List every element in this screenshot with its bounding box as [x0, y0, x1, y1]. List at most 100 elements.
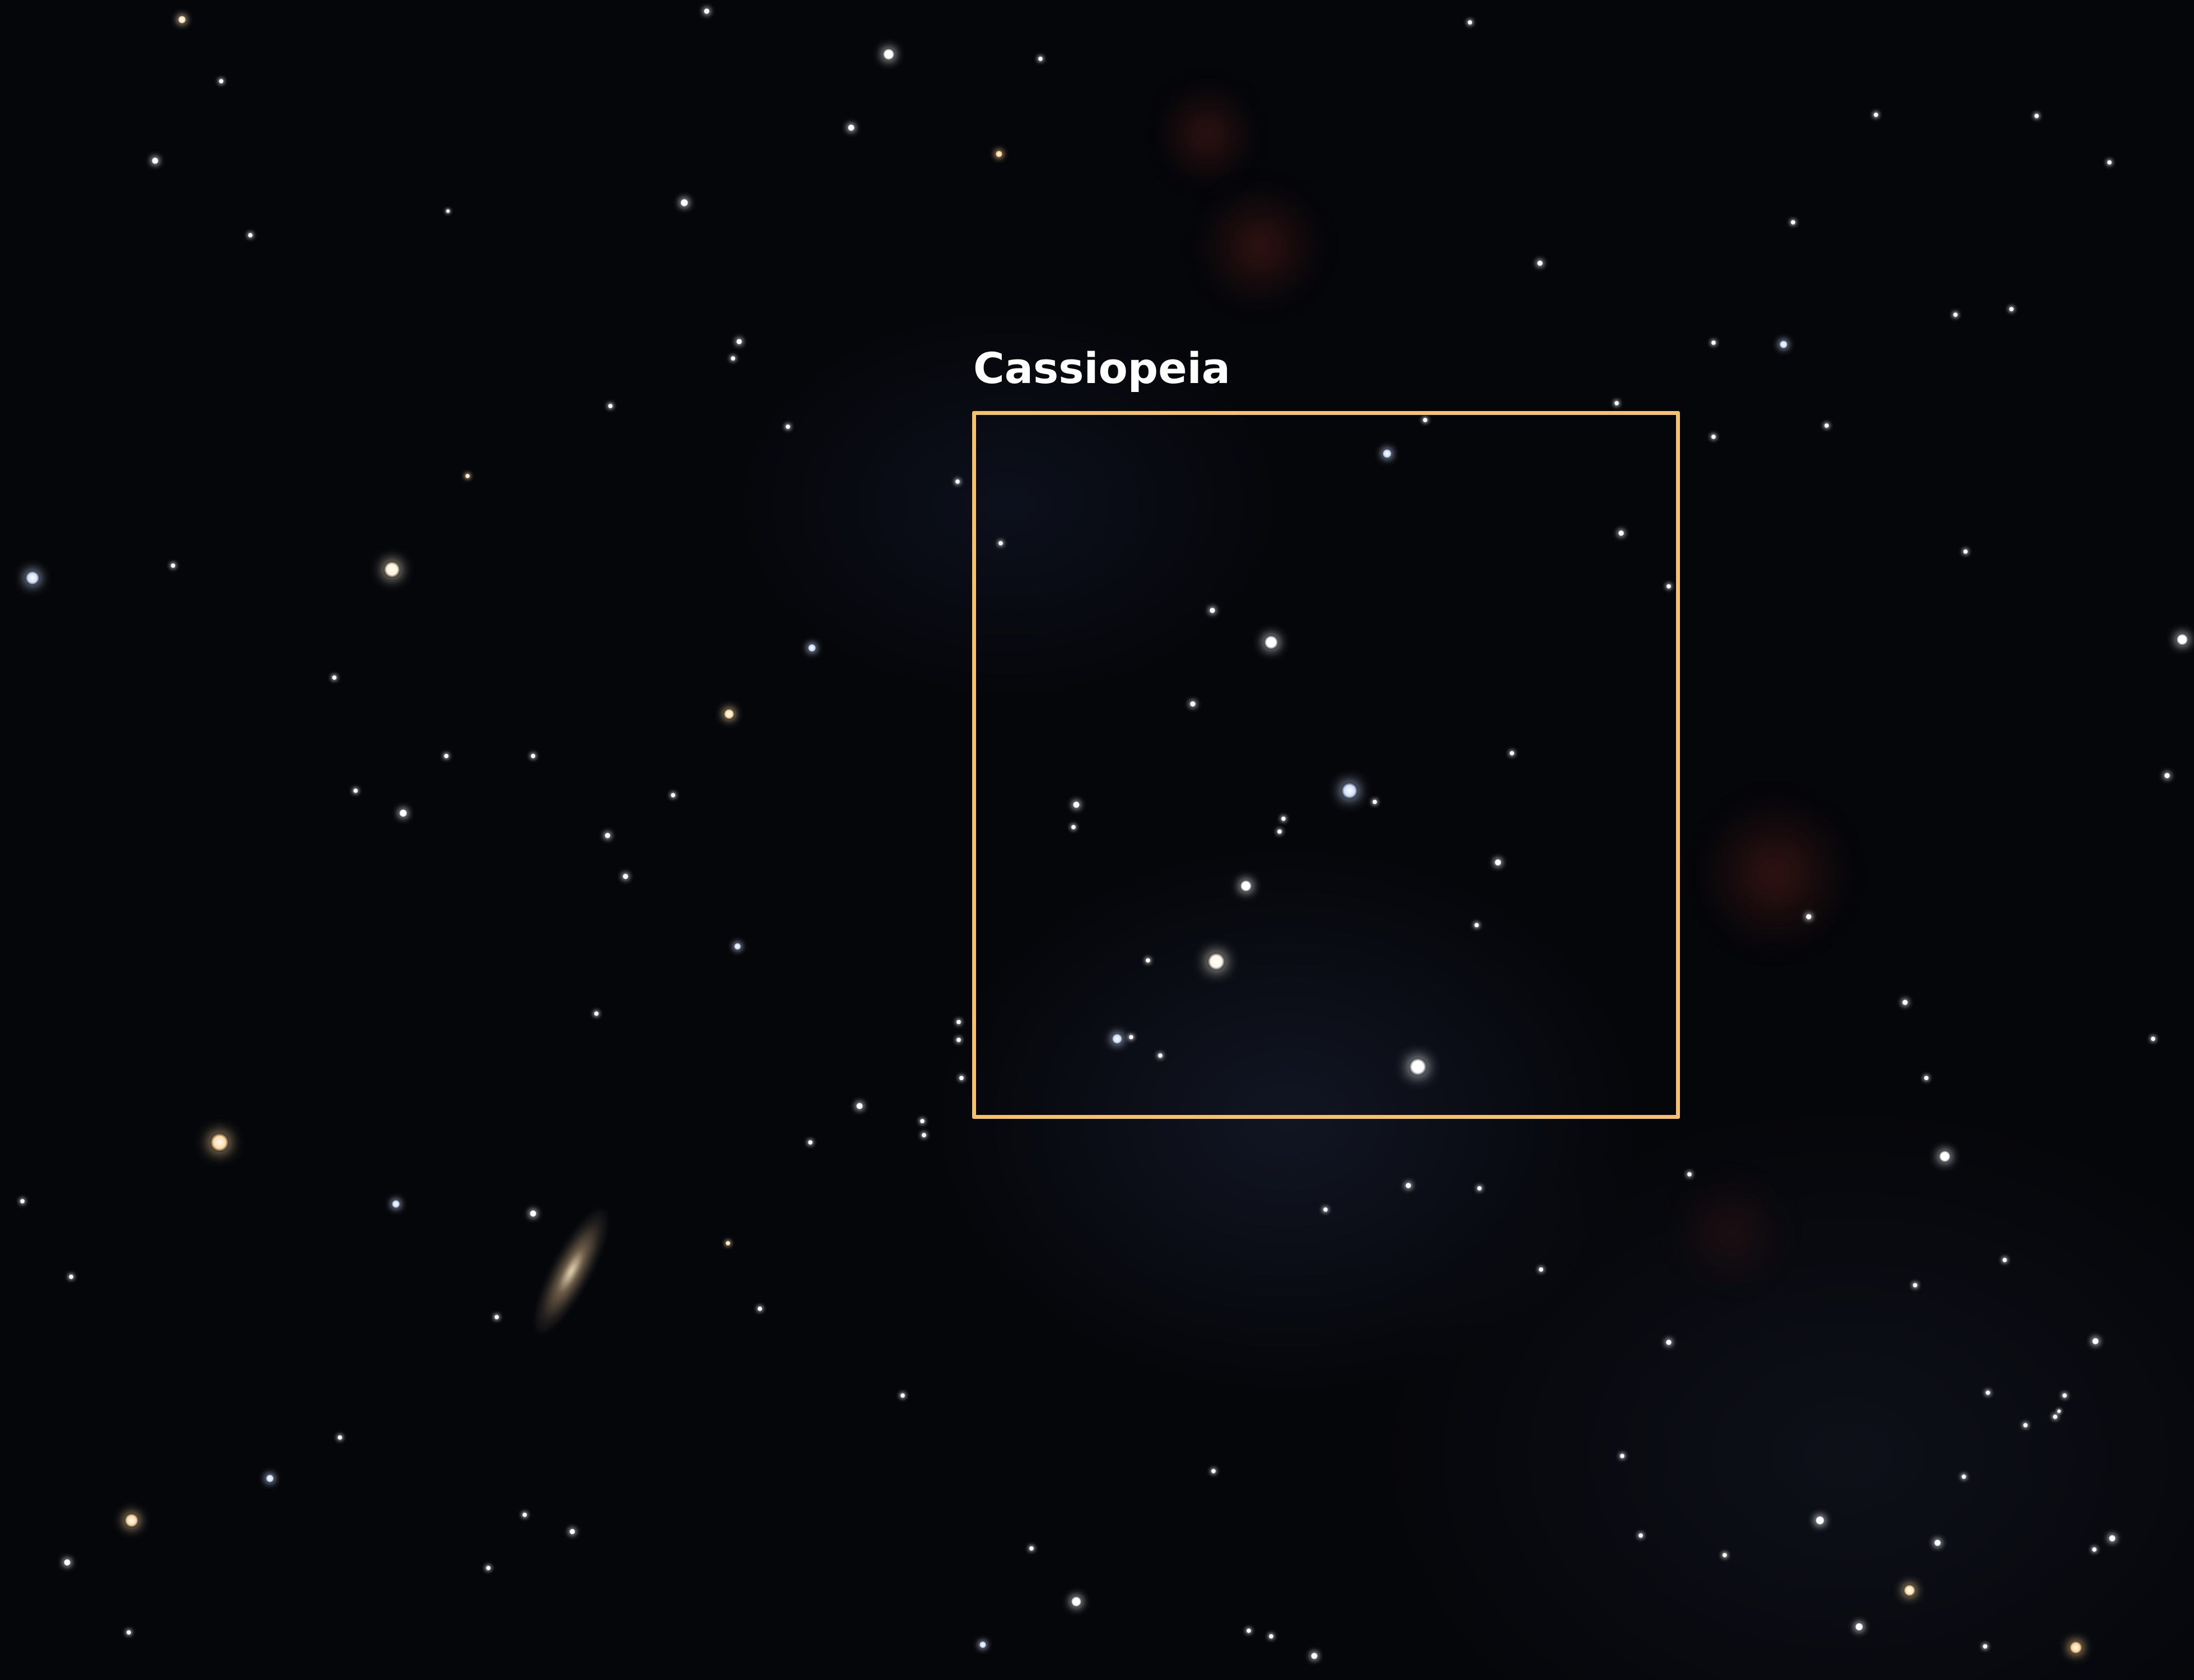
star	[1240, 880, 1252, 892]
star	[1281, 816, 1286, 822]
star	[1824, 423, 1829, 428]
star	[847, 124, 855, 132]
star	[1494, 858, 1502, 866]
star	[2023, 1422, 2028, 1428]
star	[2062, 1393, 2067, 1398]
star	[1873, 112, 1879, 118]
star	[734, 942, 741, 950]
star	[622, 873, 629, 880]
star	[1538, 1267, 1544, 1272]
star	[757, 1306, 763, 1312]
star	[1961, 1474, 1967, 1480]
star	[218, 78, 224, 84]
star	[170, 563, 176, 568]
star	[785, 424, 791, 430]
star	[1912, 1282, 1918, 1288]
star	[1268, 1634, 1274, 1639]
star	[1189, 701, 1196, 707]
star	[210, 1133, 229, 1152]
star	[807, 1140, 813, 1145]
star	[1409, 1058, 1427, 1076]
star	[124, 1513, 139, 1528]
star	[1985, 1390, 1991, 1396]
star	[594, 1011, 599, 1016]
star	[703, 8, 710, 15]
star	[725, 1240, 731, 1246]
star	[2034, 113, 2039, 119]
star	[900, 1393, 905, 1398]
star	[956, 1037, 961, 1043]
star	[494, 1314, 500, 1320]
star	[736, 338, 743, 345]
star	[2057, 1409, 2061, 1413]
star	[569, 1528, 576, 1535]
star	[265, 1474, 274, 1483]
star	[337, 1435, 343, 1440]
red-nebula	[1702, 795, 1848, 952]
star	[1209, 607, 1216, 614]
star	[1924, 1075, 1929, 1081]
star	[1112, 1033, 1123, 1044]
star	[995, 150, 1003, 158]
star	[178, 15, 186, 24]
star	[332, 675, 337, 680]
star	[1687, 1172, 1692, 1177]
star	[1382, 449, 1392, 459]
star	[670, 792, 676, 798]
star	[1666, 584, 1672, 589]
star	[2092, 1337, 2099, 1345]
star	[1072, 801, 1080, 809]
star	[2069, 1641, 2083, 1654]
star	[1619, 1453, 1625, 1459]
star	[1405, 1182, 1412, 1189]
star	[1207, 953, 1225, 970]
star	[608, 403, 613, 409]
star	[1618, 530, 1625, 536]
red-nebula	[1198, 185, 1322, 308]
star	[1145, 958, 1151, 963]
star	[959, 1075, 964, 1081]
star	[1038, 56, 1043, 62]
star	[1128, 1034, 1134, 1040]
star	[1711, 434, 1716, 440]
star	[1264, 635, 1278, 650]
star	[486, 1565, 491, 1571]
star	[1963, 549, 1968, 554]
star	[1372, 799, 1378, 805]
star	[353, 788, 358, 794]
star	[1638, 1533, 1644, 1538]
star	[1903, 1584, 1916, 1597]
star	[856, 1102, 863, 1110]
star	[1422, 417, 1428, 423]
star	[2164, 772, 2170, 779]
star	[25, 571, 40, 585]
star	[921, 1132, 927, 1138]
star	[1157, 1053, 1163, 1058]
star	[529, 1210, 537, 1217]
star	[2150, 1036, 2156, 1042]
constellation-label: Cassiopeia	[973, 343, 1231, 393]
star	[956, 1019, 961, 1025]
star	[1310, 1652, 1318, 1660]
star	[1665, 1339, 1672, 1346]
star	[2092, 1547, 2097, 1552]
star	[1790, 220, 1796, 225]
star	[1211, 1468, 1216, 1474]
star	[63, 1558, 71, 1566]
galaxy	[521, 1200, 622, 1342]
star	[1071, 1596, 1082, 1607]
star	[1982, 1644, 1988, 1649]
star	[1805, 913, 1812, 920]
star	[919, 1118, 925, 1124]
star	[1939, 1150, 1951, 1163]
star	[126, 1630, 132, 1635]
star	[2052, 1414, 2058, 1420]
star	[20, 1198, 25, 1204]
star	[1341, 782, 1358, 799]
star	[465, 473, 470, 479]
star	[979, 1641, 987, 1649]
star	[1855, 1622, 1864, 1631]
star	[1323, 1207, 1328, 1212]
star	[1934, 1539, 1941, 1547]
